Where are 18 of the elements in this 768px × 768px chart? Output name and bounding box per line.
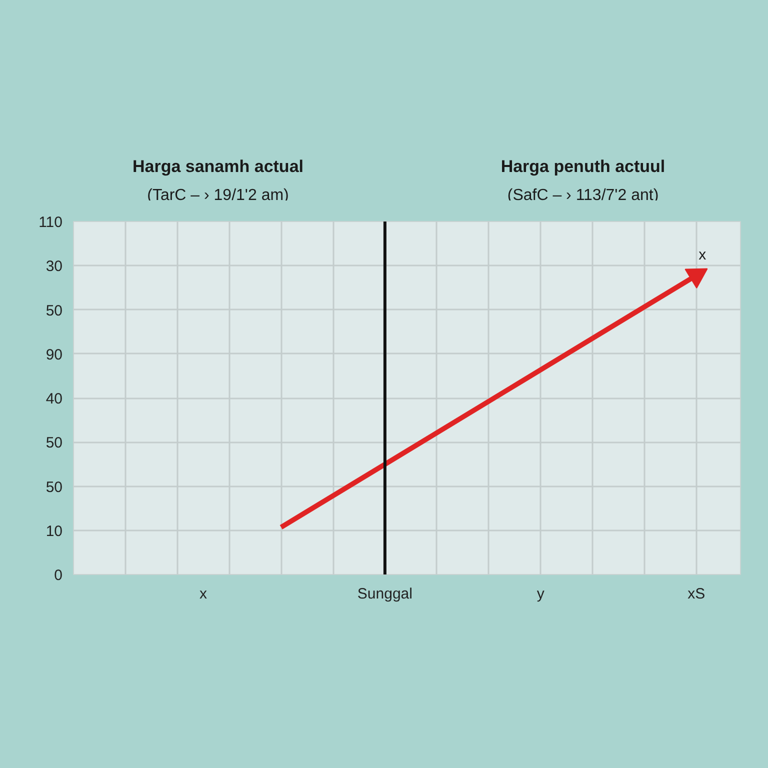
text: 50 (46, 478, 63, 496)
text: 30 (46, 258, 63, 276)
text: 0 (54, 567, 62, 584)
text: (SafC – › 113/7'2 ant) (506, 186, 660, 206)
text: 110 (38, 214, 63, 231)
chart-title: Harga sanamh actual (131, 156, 304, 178)
text: 90 (46, 346, 63, 364)
text: Harga penuth actuul (500, 156, 666, 178)
text: 10 (46, 522, 63, 540)
x-tick-label: x (200, 586, 208, 602)
text: 50 (46, 302, 63, 320)
text: 40 (46, 390, 63, 408)
x-tick-label: xS (688, 586, 706, 602)
x-tick-label: Sunggal (357, 586, 412, 602)
chart-subtitle: (TarC – › 19/1'2 am) (146, 186, 290, 206)
x-tick-label: y (536, 586, 545, 602)
text: x (698, 246, 707, 264)
text: 50 (46, 434, 63, 452)
